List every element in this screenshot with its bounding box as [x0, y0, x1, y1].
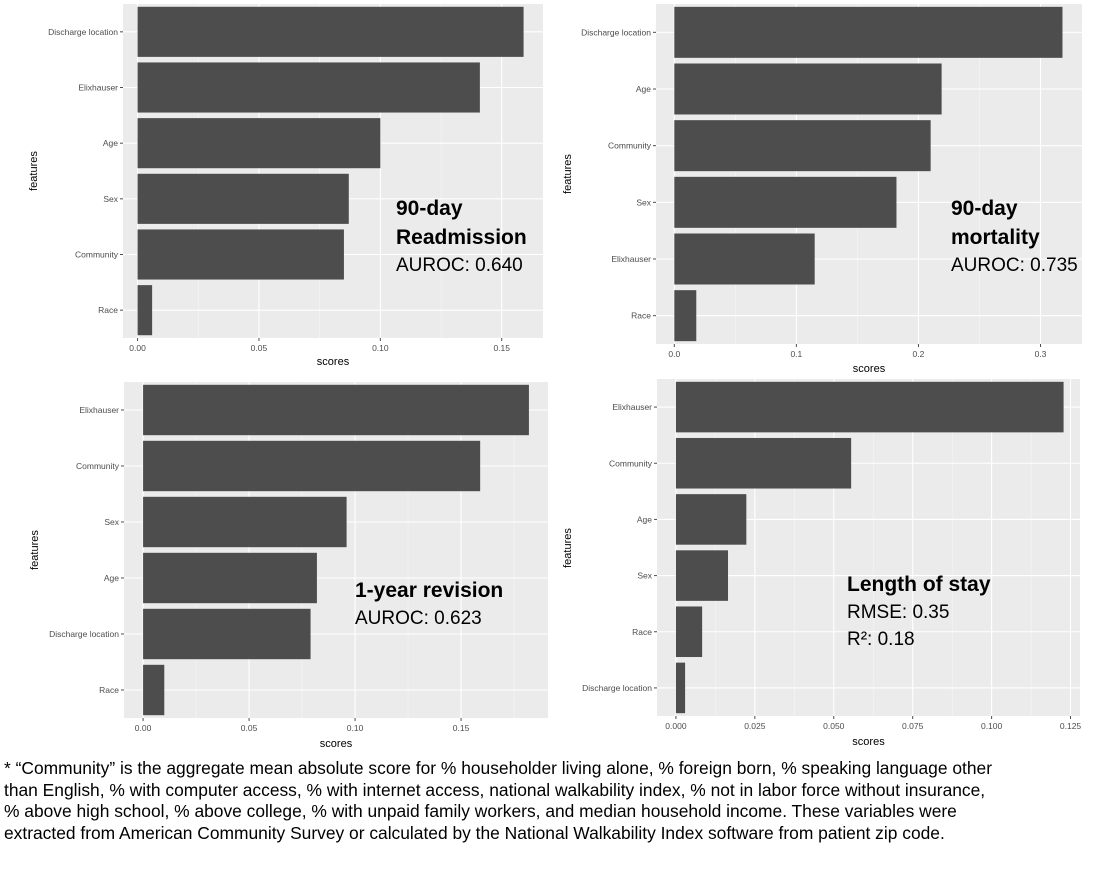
x-tick-label: 0.10: [347, 723, 364, 733]
bar-discharge-location: [137, 6, 524, 57]
annotation-revision: 1-year revision AUROC: 0.623: [355, 576, 503, 632]
y-tick-label: Age: [103, 138, 118, 148]
annotation-metric: AUROC: 0.640: [396, 255, 523, 276]
plot-background: [123, 4, 543, 338]
y-tick-label: Discharge location: [582, 683, 652, 693]
x-tick-label: 0.050: [823, 721, 845, 731]
annotation-metric: AUROC: 0.735: [951, 255, 1078, 276]
bar-elixhauser: [674, 233, 815, 285]
bar-race: [137, 285, 153, 336]
x-tick-label: 0.125: [1060, 721, 1082, 731]
bar-elixhauser: [137, 62, 480, 113]
chart-svg-readmission: Discharge location Elixhauser Age Sex Commun…: [28, 4, 543, 368]
y-tick-label: Sex: [103, 194, 118, 204]
x-tick-label: 0.100: [981, 721, 1003, 731]
annotation-readmission: 90-day Readmission AUROC: 0.640: [396, 194, 527, 279]
y-axis-title: features: [28, 151, 40, 191]
x-tick-label: 0.000: [665, 721, 687, 731]
x-tick-label: 0.05: [251, 343, 268, 353]
bar-sex: [143, 496, 347, 548]
annotation-metric-rmse: RMSE: 0.35: [847, 602, 950, 623]
annotation-title-line-1: 90-day: [396, 197, 463, 220]
y-tick-label: Community: [75, 250, 119, 260]
bar-community: [143, 440, 481, 492]
y-tick-label: Community: [608, 141, 652, 151]
chart-svg-mortality: Discharge location Age Community Sex Elixhau…: [562, 4, 1082, 375]
bar-community: [137, 229, 344, 280]
x-axis-title: scores: [853, 363, 886, 375]
annotation-mortality: 90-day mortality AUROC: 0.735: [951, 194, 1078, 279]
y-tick-label: Discharge location: [48, 27, 118, 37]
bar-age: [137, 118, 381, 169]
y-tick-label: Community: [609, 458, 653, 468]
bar-race: [674, 290, 697, 342]
y-tick-label: Elixhauser: [611, 254, 651, 264]
annotation-title-line-2: mortality: [951, 226, 1040, 249]
x-axis-title: scores: [320, 738, 353, 750]
x-tick-label: 0.00: [129, 343, 146, 353]
annotation-title-line-1: 90-day: [951, 197, 1018, 220]
y-tick-label: Elixhauser: [612, 402, 652, 412]
annotation-title-line-1: Length of stay: [847, 573, 991, 596]
x-axis-title: scores: [317, 356, 350, 368]
bar-race: [675, 606, 703, 658]
chart-svg-revision: Elixhauser Community Sex Age Discharge locat…: [29, 382, 548, 750]
x-tick-label: 0.075: [902, 721, 924, 731]
y-tick-label: Age: [637, 514, 652, 524]
bar-community: [674, 120, 931, 172]
x-tick-label: 0.3: [1035, 349, 1047, 359]
bar-discharge-location: [675, 662, 686, 714]
y-tick-label: Race: [99, 685, 119, 695]
annotation-title-line-2: Readmission: [396, 226, 527, 249]
x-tick-label: 0.025: [744, 721, 766, 731]
bar-sex: [675, 550, 729, 601]
y-axis-title: features: [562, 528, 574, 568]
bar-community: [675, 437, 852, 489]
bar-elixhauser: [675, 381, 1064, 433]
y-tick-label: Sex: [637, 571, 652, 581]
annotation-length-of-stay: Length of stay RMSE: 0.35 R²: 0.18: [847, 570, 991, 653]
bar-elixhauser: [143, 384, 529, 436]
y-tick-label: Community: [76, 461, 120, 471]
x-tick-label: 0.00: [135, 723, 152, 733]
bar-race: [143, 664, 165, 716]
chart-svg-length-of-stay: Elixhauser Community Age Sex Race Discharge l…: [562, 379, 1082, 748]
annotation-metric-r2: R²: 0.18: [847, 629, 915, 650]
y-tick-label: Sex: [104, 517, 119, 527]
y-tick-label: Age: [104, 573, 119, 583]
plot-background: [657, 379, 1080, 716]
annotation-metric: AUROC: 0.623: [355, 608, 482, 629]
x-axis-title: scores: [852, 736, 885, 748]
y-axis-title: features: [562, 154, 574, 194]
y-tick-label: Race: [98, 305, 118, 315]
x-tick-label: 0.2: [913, 349, 925, 359]
bar-age: [143, 552, 317, 604]
y-tick-label: Sex: [636, 197, 651, 207]
bar-age: [674, 63, 942, 115]
plot-background: [124, 382, 548, 718]
y-tick-label: Discharge location: [581, 27, 651, 37]
annotation-title-line-1: 1-year revision: [355, 579, 504, 602]
y-tick-label: Race: [631, 311, 651, 321]
x-tick-label: 0.15: [493, 343, 510, 353]
x-tick-label: 0.15: [453, 723, 470, 733]
bar-discharge-location: [143, 608, 311, 660]
y-tick-label: Race: [632, 627, 652, 637]
plot-background: [656, 4, 1082, 344]
y-tick-label: Age: [636, 84, 651, 94]
x-tick-label: 0.0: [668, 349, 680, 359]
y-tick-label: Elixhauser: [78, 83, 118, 93]
bar-age: [675, 494, 747, 545]
x-tick-label: 0.1: [790, 349, 802, 359]
y-axis-title: features: [29, 530, 41, 570]
x-tick-label: 0.05: [241, 723, 258, 733]
y-tick-label: Elixhauser: [79, 405, 119, 415]
footnote: * “Community” is the aggregate mean abso…: [4, 758, 992, 843]
bar-sex: [137, 173, 349, 224]
y-tick-label: Discharge location: [49, 629, 119, 639]
x-tick-label: 0.10: [372, 343, 389, 353]
bar-discharge-location: [674, 6, 1063, 58]
bar-sex: [674, 176, 897, 228]
